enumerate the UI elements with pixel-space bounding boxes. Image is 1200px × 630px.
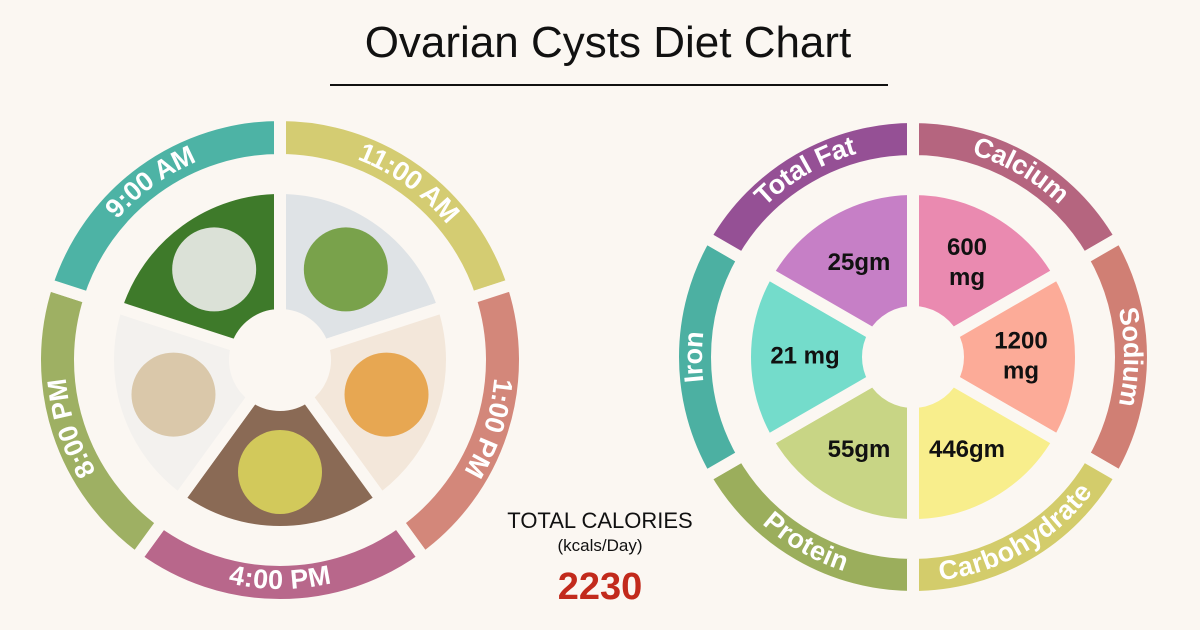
meal-time-label: 4:00 PM: [227, 560, 333, 596]
nutrient-slice: [943, 264, 1087, 450]
nutrient-slice: [759, 371, 919, 532]
nutrient-label: Sodium: [1113, 305, 1148, 409]
nutrient-value: 1200: [994, 327, 1047, 354]
nutrient-value: mg: [949, 264, 985, 291]
total-calories-label: TOTAL CALORIES: [507, 508, 693, 533]
page-title: Ovarian Cysts Diet Chart: [364, 18, 852, 67]
nutrient-value: mg: [1003, 357, 1039, 384]
nutrient-ring-total-fat: [696, 110, 919, 268]
nutrient-slice: [759, 182, 919, 343]
nutrient-slice: [907, 371, 1067, 532]
nutrient-wheel-center: [869, 313, 957, 401]
title-underline: [330, 84, 888, 86]
nutrient-slice: [739, 264, 883, 450]
meal-wheel-center: [236, 316, 324, 404]
nutrient-value: 25gm: [828, 249, 891, 276]
green-beans-food-icon: [303, 227, 388, 312]
nutrient-slice: [907, 182, 1067, 343]
meal-time-label-text: 4:00 PM: [227, 560, 333, 596]
fish-curry-food-icon: [344, 352, 429, 437]
nutrient-value: 55gm: [828, 436, 891, 463]
nutrient-value: 446gm: [929, 436, 1005, 463]
meal-ring-segment: [39, 108, 286, 306]
jackfruit-food-icon: [238, 430, 322, 514]
chapati-food-icon: [131, 352, 216, 437]
total-calories-value: 2230: [557, 566, 643, 608]
nutrient-value: 21 mg: [770, 342, 839, 369]
total-calories: TOTAL CALORIES (kcals/Day) 2230: [500, 508, 700, 609]
idli-sambar-food-icon: [172, 227, 257, 312]
nutrient-label-text: Sodium: [1113, 305, 1148, 409]
total-calories-unit: (kcals/Day): [557, 536, 643, 555]
nutrient-value: 600: [947, 234, 987, 261]
